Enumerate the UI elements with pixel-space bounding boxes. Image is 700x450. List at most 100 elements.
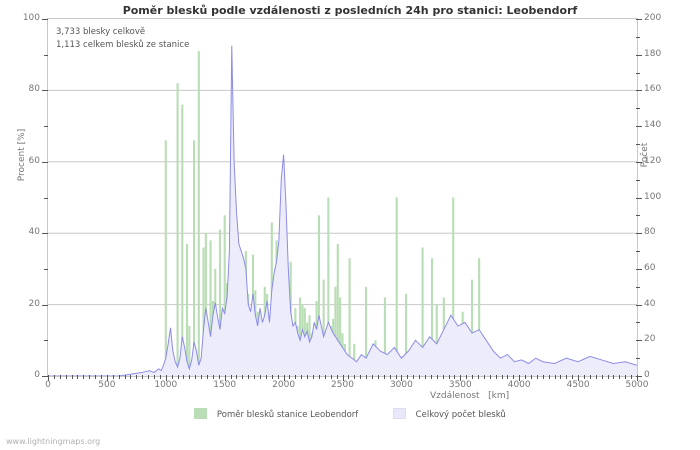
axis-tick <box>337 375 338 379</box>
axis-tick <box>454 375 455 379</box>
axis-tick <box>478 375 479 379</box>
x-axis-tick-label: 3500 <box>448 380 472 390</box>
axis-tick <box>519 375 520 381</box>
site-footer: www.lightningmaps.org <box>6 437 101 446</box>
axis-tick <box>95 375 96 379</box>
axis-tick <box>44 126 48 127</box>
axis-tick <box>636 37 640 38</box>
axis-tick <box>413 375 414 379</box>
axis-tick <box>466 375 467 379</box>
axis-tick <box>83 375 84 379</box>
axis-tick <box>77 375 78 379</box>
annotation-station-strokes: 1,113 celkem blesků ze stanice <box>56 40 190 50</box>
axis-tick <box>636 90 642 91</box>
y-axis-right-tick-label: 160 <box>644 84 662 95</box>
x-axis-tick-label: 2500 <box>331 380 354 390</box>
axis-tick <box>42 19 48 20</box>
axis-tick <box>201 375 202 379</box>
axis-tick <box>502 375 503 379</box>
axis-tick <box>543 375 544 379</box>
y-axis-right-tick-label: 20 <box>644 334 656 345</box>
axis-tick <box>555 375 556 379</box>
x-axis-tick-label: 2000 <box>272 380 296 390</box>
axis-tick <box>636 233 642 234</box>
axis-tick <box>254 375 255 379</box>
axis-tick <box>44 55 48 56</box>
axis-tick <box>178 375 179 379</box>
legend-label-station-ratio: Poměr blesků stanice Leobendorf <box>216 409 359 420</box>
x-axis-tick-label: 1500 <box>213 380 237 390</box>
axis-tick <box>366 375 367 379</box>
axis-tick <box>449 375 450 379</box>
axis-tick <box>266 375 267 379</box>
axis-tick <box>590 375 591 379</box>
axis-tick <box>484 375 485 379</box>
axis-tick <box>236 375 237 379</box>
axis-tick <box>189 375 190 379</box>
axis-tick <box>60 375 61 379</box>
axis-tick <box>636 287 640 288</box>
axis-tick <box>42 162 48 163</box>
axis-tick <box>42 90 48 91</box>
axis-tick <box>136 375 137 379</box>
axis-tick <box>301 375 302 379</box>
axis-tick <box>166 375 167 381</box>
axis-tick <box>625 375 626 379</box>
axis-tick <box>608 375 609 379</box>
axis-tick <box>360 375 361 379</box>
axis-tick <box>636 358 640 359</box>
x-axis-tick-label: 0 <box>45 380 51 390</box>
axis-tick <box>319 375 320 379</box>
axis-tick <box>566 375 567 379</box>
axis-tick <box>496 375 497 379</box>
axis-tick <box>636 340 642 341</box>
axis-tick <box>325 375 326 379</box>
axis-tick <box>596 375 597 379</box>
y-axis-right-tick-label: 80 <box>644 227 656 238</box>
axis-tick <box>72 375 73 379</box>
axis-tick <box>636 322 640 323</box>
axis-tick <box>142 375 143 379</box>
axis-tick <box>636 376 642 377</box>
axis-tick <box>313 375 314 379</box>
axis-tick <box>307 375 308 379</box>
axis-tick <box>572 375 573 379</box>
axis-tick <box>407 375 408 379</box>
axis-tick <box>42 305 48 306</box>
axis-tick <box>396 375 397 379</box>
axis-tick <box>272 375 273 379</box>
axis-tick <box>44 269 48 270</box>
axis-tick <box>160 375 161 379</box>
axis-tick <box>107 375 108 381</box>
axis-tick <box>284 375 285 381</box>
axis-tick <box>231 375 232 379</box>
axis-tick <box>472 375 473 379</box>
y-axis-right-tick-label: 60 <box>644 262 656 273</box>
axis-tick <box>636 251 640 252</box>
plot-inner <box>48 19 637 376</box>
axis-tick <box>636 305 642 306</box>
y-axis-left-tick-label: 20 <box>28 298 40 309</box>
legend-swatch-total-count <box>392 408 406 419</box>
legend-swatch-station-ratio <box>194 408 208 419</box>
y-axis-left-tick-label: 60 <box>28 155 40 166</box>
legend-item-station-ratio: Poměr blesků stanice Leobendorf <box>194 408 358 420</box>
axis-tick <box>384 375 385 379</box>
y-axis-right-tick-label: 100 <box>644 191 662 202</box>
page-title: Poměr blesků podle vzdálenosti z posledn… <box>122 4 578 17</box>
x-axis-tick-label: 500 <box>98 380 116 390</box>
axis-tick <box>372 375 373 379</box>
axis-tick <box>531 375 532 379</box>
axis-tick <box>42 376 48 377</box>
axis-tick <box>195 375 196 379</box>
axis-tick <box>148 375 149 379</box>
y-axis-left-tick-label: 80 <box>28 84 40 95</box>
axis-tick <box>537 375 538 379</box>
axis-tick <box>343 375 344 381</box>
legend-label-total-count: Celkový počet blesků <box>415 409 506 420</box>
axis-tick <box>154 375 155 379</box>
x-axis-tick-label: 4500 <box>566 380 590 390</box>
axis-tick <box>213 375 214 379</box>
axis-tick <box>260 375 261 379</box>
axis-tick <box>507 375 508 379</box>
